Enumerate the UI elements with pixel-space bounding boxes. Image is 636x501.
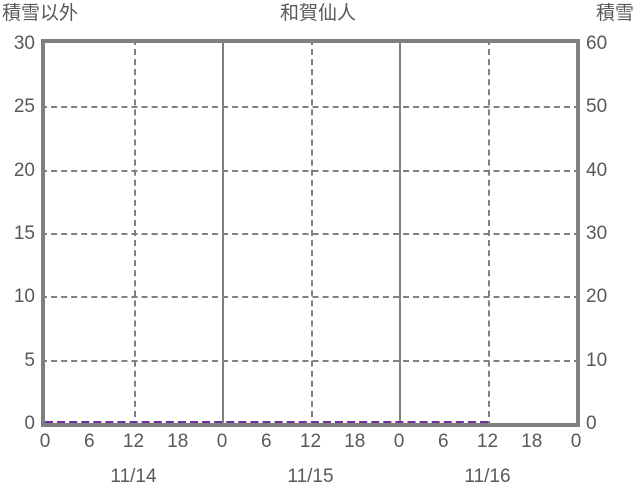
x-tick-12: 0	[570, 431, 582, 452]
y-tick-right-40: 40	[586, 159, 608, 181]
y-tick-left-30: 30	[13, 33, 35, 54]
x-tick-7: 18	[344, 431, 366, 452]
x-tick-4: 0	[216, 431, 228, 452]
x-tick-3: 18	[167, 431, 189, 452]
y-tick-right-0: 0	[586, 413, 597, 434]
y-tick-left-10: 10	[13, 286, 35, 308]
x-tick-2: 12	[122, 431, 145, 452]
x-tick-8: 0	[393, 431, 405, 452]
x-tick-11: 18	[521, 431, 543, 452]
y-tick-right-50: 50	[586, 96, 608, 118]
x-day-label-11-14: 11/14	[110, 466, 157, 487]
left-axis-title: 積雪以外	[2, 3, 79, 24]
x-tick-5: 6	[260, 431, 272, 452]
y-tick-left-20: 20	[13, 159, 35, 181]
x-tick-6: 12	[299, 431, 322, 452]
y-tick-right-10: 10	[586, 349, 608, 371]
page-title: 和賀仙人	[279, 3, 356, 24]
x-tick-1: 6	[83, 431, 95, 452]
x-tick-10: 12	[476, 431, 499, 452]
x-tick-0: 0	[39, 431, 51, 452]
y-tick-left-25: 25	[13, 96, 35, 118]
gridline-day-boundary	[222, 43, 224, 423]
x-day-label-11-15: 11/15	[287, 466, 334, 487]
gridline-vertical	[310, 43, 313, 423]
right-axis-title: 積雪	[595, 3, 634, 24]
y-tick-left-5: 5	[24, 349, 35, 371]
x-tick-9: 6	[437, 431, 449, 452]
gridline-day-boundary	[399, 43, 401, 423]
gridline-vertical	[133, 43, 136, 423]
plot-area	[41, 39, 580, 427]
y-tick-left-15: 15	[13, 223, 35, 244]
x-day-label-11-16: 11/16	[464, 466, 511, 487]
y-tick-right-30: 30	[586, 223, 608, 244]
plot-inner	[45, 43, 576, 423]
y-tick-right-20: 20	[586, 286, 608, 308]
y-tick-left-0: 0	[24, 413, 35, 434]
gridline-vertical	[487, 43, 490, 423]
series-line-0	[45, 421, 488, 423]
y-tick-right-60: 60	[586, 33, 608, 54]
